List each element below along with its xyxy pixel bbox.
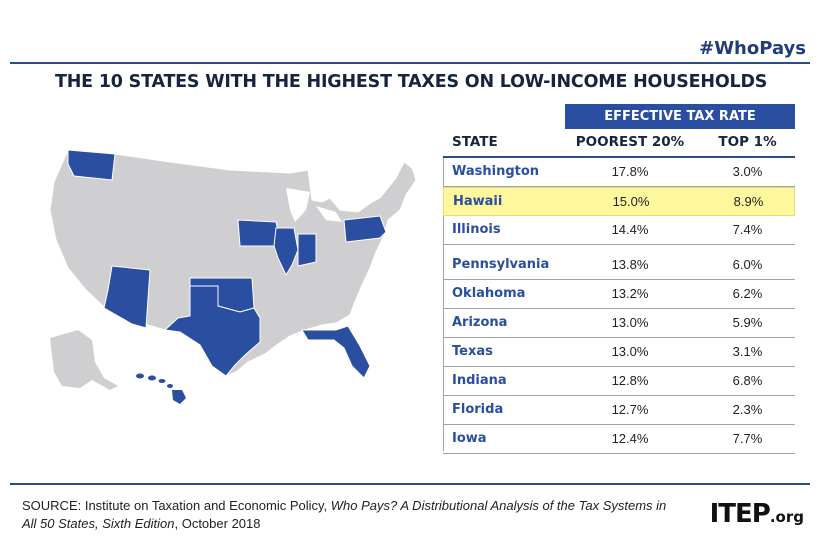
top-value: 3.1% bbox=[732, 344, 763, 359]
top-rule bbox=[10, 62, 810, 64]
hawaii-shape bbox=[136, 373, 186, 404]
poorest-value: 12.4% bbox=[611, 431, 649, 446]
table-row: Arizona 13.0% 5.9% bbox=[443, 309, 795, 338]
top-value: 7.4% bbox=[732, 222, 763, 237]
state-label: Texas bbox=[452, 344, 493, 359]
source-title: Who Pays? A Distributional Analysis of t… bbox=[22, 498, 667, 531]
poorest-value: 12.7% bbox=[611, 402, 649, 417]
us-map bbox=[49, 149, 417, 404]
source-suffix: , October 2018 bbox=[174, 516, 261, 531]
great-lakes bbox=[286, 188, 310, 222]
table-row: Washington 17.8% 3.0% bbox=[443, 158, 795, 187]
table-row: Illinois 14.4% 7.4% bbox=[443, 216, 795, 245]
iowa-shape bbox=[237, 219, 281, 247]
table-row: Pennsylvania 13.8% 6.0% bbox=[443, 251, 795, 280]
source-prefix: SOURCE: Institute on Taxation and Econom… bbox=[22, 498, 331, 513]
indiana-shape bbox=[297, 233, 317, 267]
logo-suffix: .org bbox=[769, 508, 804, 526]
top-value: 2.3% bbox=[732, 402, 763, 417]
state-label: Oklahoma bbox=[452, 286, 526, 301]
bottom-rule bbox=[10, 483, 810, 485]
poorest-value: 13.0% bbox=[611, 315, 649, 330]
washington-shape bbox=[67, 149, 116, 181]
top-value: 6.2% bbox=[732, 286, 763, 301]
table-row: Iowa 12.4% 7.7% bbox=[443, 425, 795, 454]
table-row-highlighted: Hawaii 15.0% 8.9% bbox=[443, 187, 795, 216]
poorest-value: 14.4% bbox=[611, 222, 649, 237]
poorest-value: 17.8% bbox=[611, 164, 649, 179]
table-row: Florida 12.7% 2.3% bbox=[443, 396, 795, 425]
texas-shape bbox=[163, 285, 261, 377]
state-label: Hawaii bbox=[453, 194, 503, 209]
table-left-rule bbox=[443, 158, 444, 451]
table-row: Indiana 12.8% 6.8% bbox=[443, 367, 795, 396]
state-label: Arizona bbox=[452, 315, 508, 330]
header-rule bbox=[443, 156, 795, 158]
florida-shape bbox=[301, 325, 371, 379]
top-value: 6.0% bbox=[732, 257, 763, 272]
top-value: 6.8% bbox=[732, 373, 763, 388]
arizona-shape bbox=[103, 265, 151, 329]
illinois-shape bbox=[273, 227, 299, 277]
logo-main: ITEP bbox=[709, 499, 771, 529]
state-label: Iowa bbox=[452, 431, 487, 446]
column-header-state: STATE bbox=[452, 134, 498, 150]
source-note: SOURCE: Institute on Taxation and Econom… bbox=[22, 497, 672, 533]
top-value: 5.9% bbox=[732, 315, 763, 330]
state-label: Florida bbox=[452, 402, 504, 417]
alaska-shape bbox=[50, 330, 118, 390]
state-label: Pennsylvania bbox=[452, 257, 550, 272]
table-row: Texas 13.0% 3.1% bbox=[443, 338, 795, 367]
poorest-value: 13.2% bbox=[611, 286, 649, 301]
poorest-value: 13.8% bbox=[611, 257, 649, 272]
chart-title: THE 10 STATES WITH THE HIGHEST TAXES ON … bbox=[55, 72, 768, 92]
state-label: Washington bbox=[452, 164, 540, 179]
state-label: Illinois bbox=[452, 222, 501, 237]
poorest-value: 13.0% bbox=[611, 344, 649, 359]
column-header-top: TOP 1% bbox=[718, 134, 777, 150]
top-value: 8.9% bbox=[733, 194, 764, 209]
top-value: 7.7% bbox=[732, 431, 763, 446]
pennsylvania-shape bbox=[343, 215, 387, 243]
itep-logo: ITEP.org bbox=[710, 499, 804, 529]
top-value: 3.0% bbox=[732, 164, 763, 179]
column-header-poorest: POOREST 20% bbox=[575, 134, 685, 150]
table-row: Oklahoma 13.2% 6.2% bbox=[443, 280, 795, 309]
hashtag: #WhoPays bbox=[699, 38, 806, 59]
poorest-value: 12.8% bbox=[611, 373, 649, 388]
poorest-value: 15.0% bbox=[612, 194, 650, 209]
state-label: Indiana bbox=[452, 373, 507, 388]
effective-tax-rate-header: EFFECTIVE TAX RATE bbox=[565, 104, 795, 129]
